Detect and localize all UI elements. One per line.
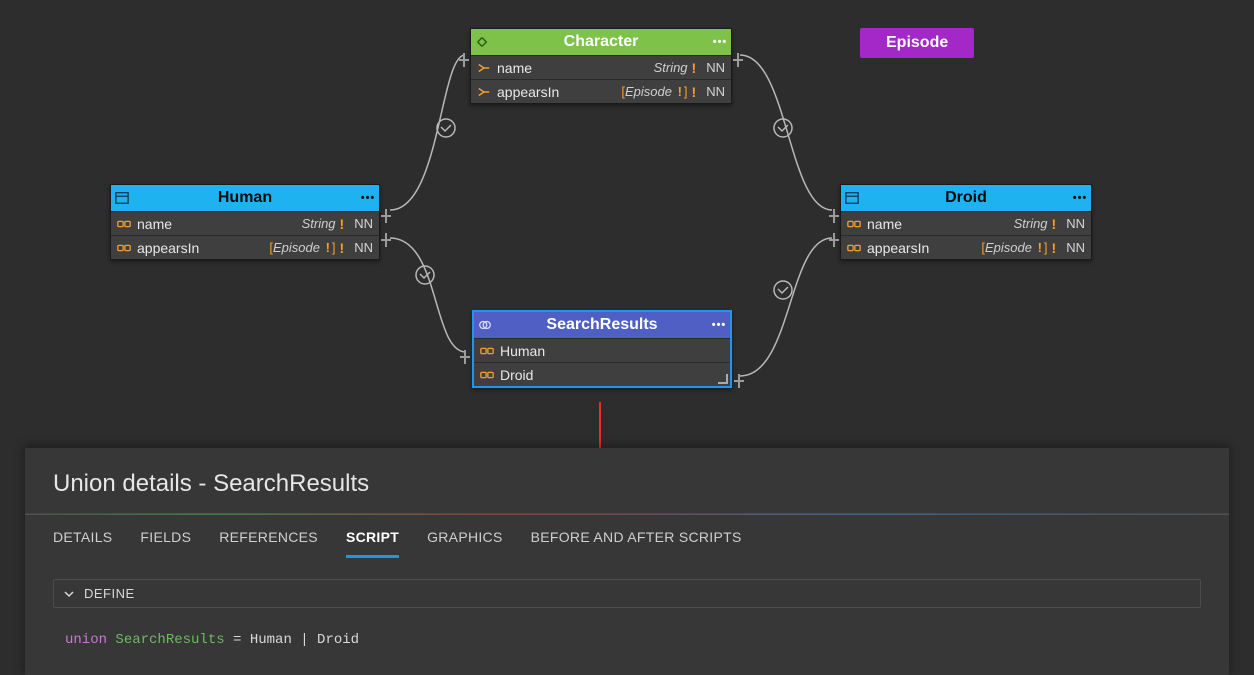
node-title: Droid	[863, 189, 1069, 207]
field-type: [Episode !]	[269, 240, 335, 255]
field-name: appearsIn	[137, 240, 199, 256]
node-menu-icon[interactable]: •••	[708, 319, 730, 331]
node-header[interactable]: Character •••	[471, 29, 731, 55]
implements-icon	[475, 85, 493, 99]
field-row[interactable]: appearsIn [Episode !] ! NN	[471, 79, 731, 103]
field-name: appearsIn	[497, 84, 559, 100]
code-kw: union	[65, 632, 115, 648]
field-row[interactable]: name String ! NN	[471, 55, 731, 79]
link-icon	[115, 217, 133, 231]
chevron-down-icon	[64, 589, 74, 599]
tab-bar: DETAILS FIELDS REFERENCES SCRIPT GRAPHIC…	[25, 514, 1229, 557]
node-menu-icon[interactable]: •••	[709, 36, 731, 48]
port-icon[interactable]	[460, 350, 470, 364]
field-type: [Episode !]	[981, 240, 1047, 255]
node-header[interactable]: Human •••	[111, 185, 379, 211]
link-icon	[478, 344, 496, 358]
port-icon[interactable]	[733, 53, 743, 67]
interface-icon	[471, 35, 493, 49]
nonnull-icon: !	[692, 60, 697, 76]
section-label: DEFINE	[84, 586, 135, 601]
port-icon[interactable]	[829, 233, 839, 247]
badge-label: Episode	[886, 34, 948, 51]
field-name: name	[137, 216, 172, 232]
link-icon	[115, 241, 133, 255]
port-icon[interactable]	[829, 209, 839, 223]
node-header[interactable]: SearchResults •••	[474, 312, 730, 338]
tab-script[interactable]: SCRIPT	[346, 515, 399, 557]
diagram-canvas[interactable]: Episode Human ••• name String ! NN appea…	[0, 0, 1254, 450]
node-searchresults[interactable]: SearchResults ••• Human Droid	[472, 310, 732, 388]
node-title: SearchResults	[496, 316, 708, 334]
field-row[interactable]: appearsIn [Episode !] ! NN	[841, 235, 1091, 259]
table-icon	[111, 191, 133, 205]
table-icon	[841, 191, 863, 205]
nonnull-icon: !	[340, 216, 345, 232]
episode-badge[interactable]: Episode	[860, 28, 974, 58]
tab-references[interactable]: REFERENCES	[219, 515, 318, 557]
tab-before-after[interactable]: BEFORE AND AFTER SCRIPTS	[531, 515, 742, 557]
define-section: DEFINE	[53, 579, 1201, 608]
nn-label: NN	[706, 60, 725, 75]
link-icon	[845, 241, 863, 255]
nn-label: NN	[354, 240, 373, 255]
details-panel: Union details - SearchResults DETAILS FI…	[25, 448, 1229, 675]
port-icon[interactable]	[459, 53, 469, 67]
field-type: [Episode !]	[621, 84, 687, 99]
tab-graphics[interactable]: GRAPHICS	[427, 515, 503, 557]
field-name: appearsIn	[867, 240, 929, 256]
node-title: Human	[133, 189, 357, 207]
field-row[interactable]: name String ! NN	[111, 211, 379, 235]
field-type: String	[302, 216, 336, 231]
nonnull-icon: !	[1052, 240, 1057, 256]
resize-handle-icon[interactable]	[718, 374, 728, 384]
member-name: Human	[500, 343, 545, 359]
member-name: Droid	[500, 367, 533, 383]
section-toggle[interactable]: DEFINE	[54, 580, 1200, 607]
nonnull-icon: !	[692, 84, 697, 100]
nn-label: NN	[706, 84, 725, 99]
field-row[interactable]: name String ! NN	[841, 211, 1091, 235]
link-icon	[845, 217, 863, 231]
member-row[interactable]: Human	[474, 338, 730, 362]
port-icon[interactable]	[734, 374, 744, 388]
field-row[interactable]: appearsIn [Episode !] ! NN	[111, 235, 379, 259]
code-text: = Human | Droid	[225, 632, 359, 648]
code-block: union SearchResults = Human | Droid	[25, 608, 1229, 658]
nonnull-icon: !	[340, 240, 345, 256]
field-name: name	[497, 60, 532, 76]
nn-label: NN	[1066, 240, 1085, 255]
field-name: name	[867, 216, 902, 232]
nn-label: NN	[354, 216, 373, 231]
nn-label: NN	[1066, 216, 1085, 231]
link-icon	[478, 368, 496, 382]
field-type: String	[654, 60, 688, 75]
tab-fields[interactable]: FIELDS	[140, 515, 191, 557]
tab-details[interactable]: DETAILS	[53, 515, 112, 557]
port-icon[interactable]	[381, 209, 391, 223]
implements-icon	[475, 61, 493, 75]
node-title: Character	[493, 33, 709, 51]
union-icon	[474, 318, 496, 332]
panel-title: Union details - SearchResults	[25, 448, 1229, 514]
node-droid[interactable]: Droid ••• name String ! NN appearsIn [Ep…	[840, 184, 1092, 260]
node-menu-icon[interactable]: •••	[357, 192, 379, 204]
node-header[interactable]: Droid •••	[841, 185, 1091, 211]
member-row[interactable]: Droid	[474, 362, 730, 386]
node-menu-icon[interactable]: •••	[1069, 192, 1091, 204]
nonnull-icon: !	[1052, 216, 1057, 232]
node-character[interactable]: Character ••• name String ! NN appearsIn…	[470, 28, 732, 104]
field-type: String	[1014, 216, 1048, 231]
node-human[interactable]: Human ••• name String ! NN appearsIn [Ep…	[110, 184, 380, 260]
port-icon[interactable]	[381, 233, 391, 247]
code-name: SearchResults	[115, 632, 224, 648]
